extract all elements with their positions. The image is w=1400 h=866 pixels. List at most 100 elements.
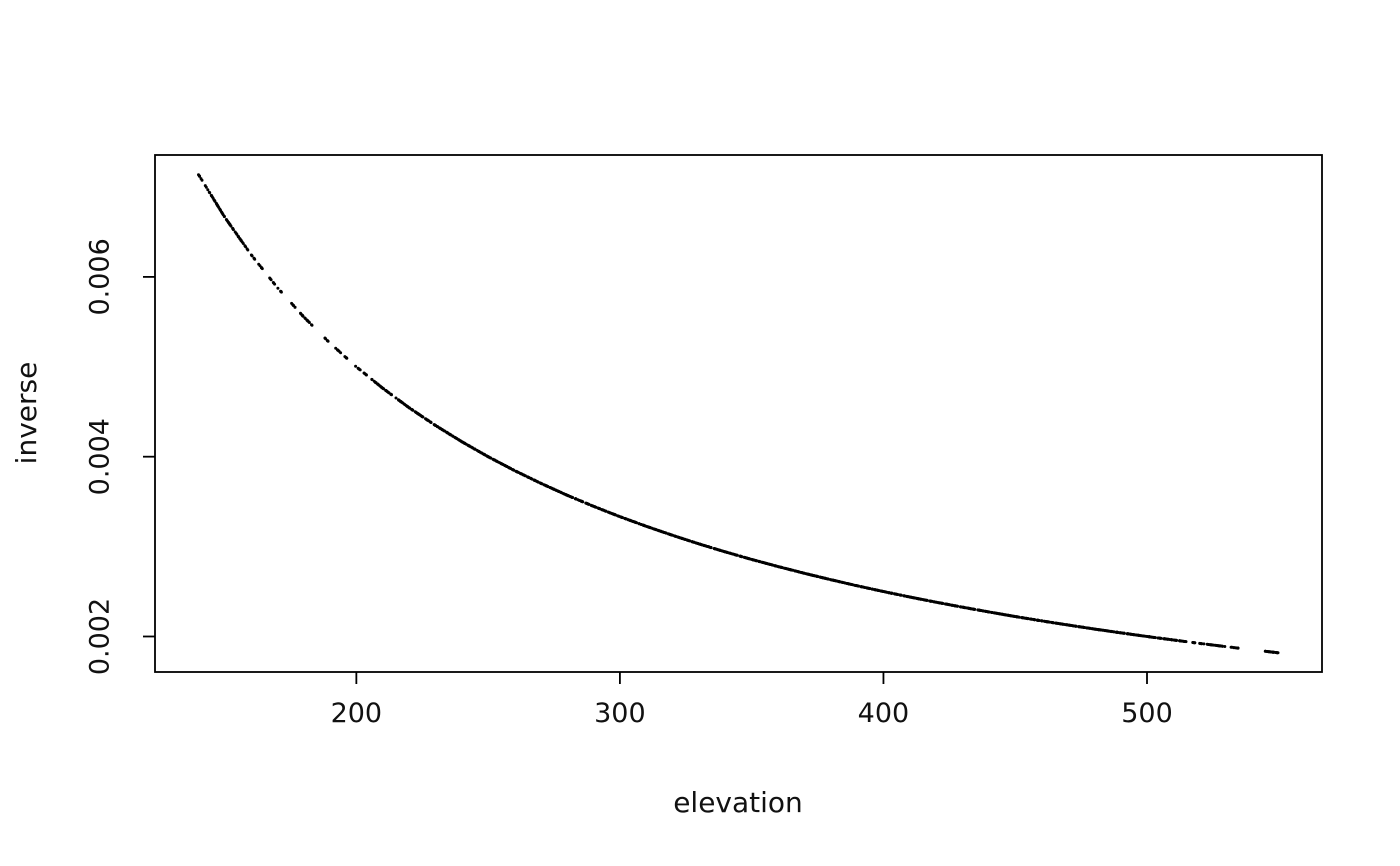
data-point	[1267, 650, 1271, 654]
data-point	[271, 281, 275, 284]
y-axis: 0.002 0.004 0.006	[85, 238, 155, 675]
data-point	[771, 563, 775, 567]
data-point	[1017, 615, 1021, 619]
data-point	[387, 391, 390, 394]
data-point	[1022, 616, 1026, 620]
data-point	[1174, 638, 1178, 642]
data-point	[739, 554, 743, 558]
data-point	[429, 421, 433, 424]
data-point	[488, 456, 492, 459]
data-point	[793, 569, 797, 573]
data-point	[1040, 619, 1044, 623]
data-point	[231, 227, 235, 231]
data-point	[950, 603, 954, 607]
data-point	[253, 257, 257, 261]
data-point	[1202, 642, 1206, 646]
data-point	[451, 434, 455, 438]
data-point	[1111, 630, 1115, 634]
data-point	[1132, 633, 1136, 637]
data-point	[370, 378, 374, 382]
data-point	[354, 364, 358, 368]
data-point	[325, 339, 329, 343]
data-point	[692, 540, 696, 544]
data-point	[747, 557, 751, 561]
data-point	[919, 597, 923, 601]
data-point	[310, 323, 313, 327]
data-point	[940, 601, 944, 605]
data-point	[842, 581, 846, 585]
data-point	[987, 610, 991, 614]
data-point	[709, 546, 713, 550]
data-point	[529, 476, 533, 480]
data-point	[802, 571, 806, 575]
x-tick-label: 300	[594, 698, 646, 729]
data-point	[229, 224, 233, 228]
data-point	[1153, 636, 1157, 640]
data-point	[336, 348, 340, 352]
data-point	[219, 208, 222, 212]
data-point	[990, 611, 994, 614]
data-point	[269, 278, 273, 282]
data-point	[303, 317, 307, 320]
data-point	[1275, 651, 1279, 655]
data-point	[1166, 637, 1170, 641]
data-point	[421, 415, 425, 419]
data-point	[1074, 624, 1078, 628]
data-point	[546, 485, 550, 488]
data-point	[735, 553, 739, 557]
data-point	[823, 576, 827, 580]
data-point	[1126, 632, 1130, 636]
data-point	[362, 371, 366, 375]
data-point	[473, 447, 477, 451]
x-axis-label: elevation	[673, 786, 803, 819]
data-point	[653, 527, 657, 531]
data-point	[276, 286, 280, 290]
data-point	[210, 194, 214, 198]
data-point	[495, 460, 499, 463]
data-point	[437, 426, 441, 430]
data-point	[457, 438, 461, 442]
data-point	[574, 497, 578, 501]
data-point	[604, 509, 608, 513]
data-point	[868, 587, 872, 590]
data-point	[1051, 621, 1055, 625]
data-point	[857, 584, 861, 588]
y-tick-label: 0.006	[85, 238, 116, 315]
data-point	[199, 177, 203, 181]
data-point	[390, 393, 393, 397]
points-layer	[197, 173, 1280, 655]
data-point	[673, 534, 677, 538]
data-point	[947, 603, 951, 607]
data-point	[225, 218, 229, 222]
data-point	[243, 244, 247, 248]
y-axis-label: inverse	[10, 362, 43, 465]
data-point	[981, 609, 985, 613]
data-point	[260, 267, 264, 271]
data-point	[246, 248, 250, 252]
data-point	[364, 373, 368, 377]
data-point	[620, 515, 624, 519]
data-point	[1158, 636, 1162, 640]
data-point	[635, 521, 639, 525]
data-point	[887, 591, 891, 595]
data-point	[732, 552, 736, 556]
data-point	[279, 290, 283, 294]
x-axis: 200 300 400 500	[331, 672, 1173, 729]
data-point	[250, 254, 254, 258]
data-point	[1107, 629, 1110, 633]
data-point	[1026, 617, 1030, 621]
data-point	[1200, 642, 1203, 646]
data-point	[1090, 627, 1094, 631]
data-point	[357, 367, 361, 371]
data-point	[376, 382, 380, 386]
data-point	[1236, 646, 1240, 650]
data-point	[240, 240, 244, 244]
data-point	[307, 320, 311, 324]
data-point	[1183, 640, 1187, 643]
data-point	[902, 594, 906, 598]
data-point	[204, 185, 208, 189]
data-point	[687, 539, 691, 543]
data-point	[797, 570, 801, 574]
